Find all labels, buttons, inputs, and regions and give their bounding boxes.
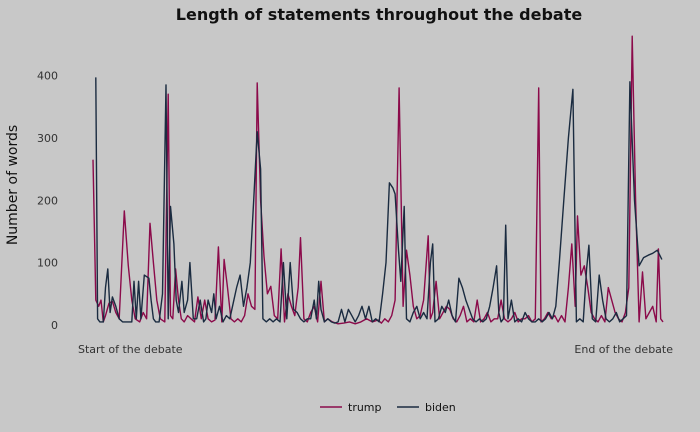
y-axis-label: Number of words [5,125,21,245]
legend-label-trump: trump [348,401,382,414]
x-tick-label-end: End of the debate [574,343,673,356]
plot-area [92,35,664,325]
y-tick-label: 200 [37,194,58,207]
y-tick-label: 0 [51,319,58,332]
y-tick-label: 100 [37,257,58,270]
chart-title: Length of statements throughout the deba… [176,5,583,24]
x-tick-label-start: Start of the debate [78,343,183,356]
legend: trump biden [320,401,456,414]
series-line-biden [95,77,663,324]
y-tick-label: 400 [37,70,58,83]
series-line-trump [92,35,664,325]
legend-label-biden: biden [425,401,456,414]
y-ticks: 0 100 200 300 400 [37,70,58,332]
y-tick-label: 300 [37,132,58,145]
